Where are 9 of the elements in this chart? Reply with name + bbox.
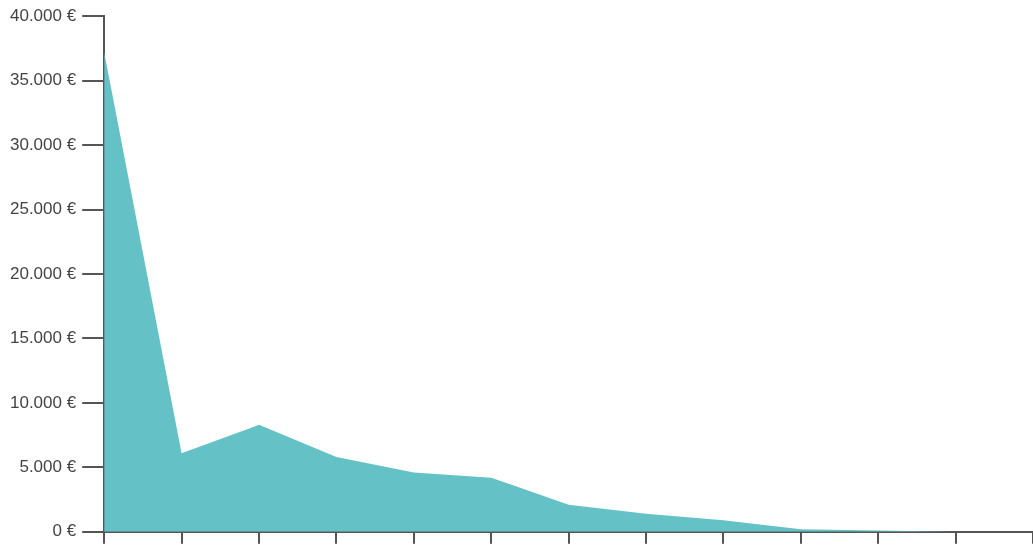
y-tick-label: 25.000 €	[9, 199, 77, 219]
y-tick-label: 15.000 €	[9, 328, 77, 348]
y-tick-label: 10.000 €	[9, 392, 77, 412]
y-tick-label: 5.000 €	[19, 457, 77, 477]
y-tick-label: 0 €	[52, 521, 77, 541]
y-tick-label: 40.000 €	[9, 5, 77, 25]
y-tick-label: 35.000 €	[9, 70, 77, 90]
y-tick-label: 20.000 €	[9, 263, 77, 283]
y-tick-label: 30.000 €	[9, 134, 77, 154]
